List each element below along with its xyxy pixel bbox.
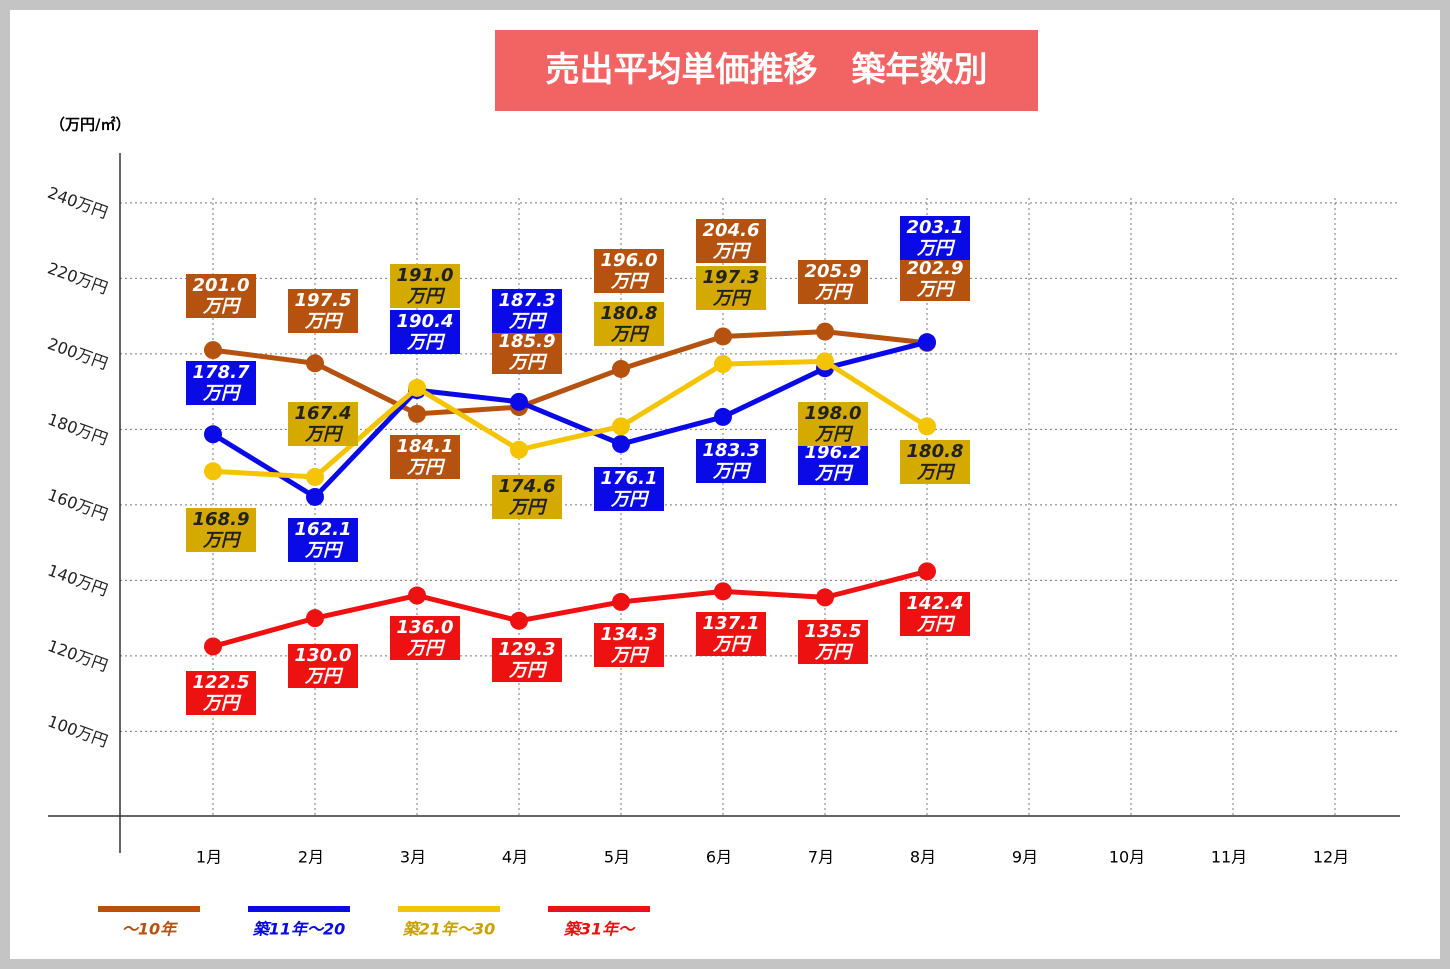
point (714, 407, 732, 426)
series-line (212, 358, 929, 480)
data-label: 185.9万円 (492, 330, 562, 375)
chart-title: 売出平均単価推移 築年数別 (495, 30, 1038, 111)
x-tick-label: 8月 (910, 848, 936, 867)
data-label: 198.0万円 (798, 402, 868, 447)
y-tick-label: 120万円 (45, 636, 110, 675)
y-tick-label: 240万円 (45, 183, 110, 222)
point (714, 355, 732, 374)
y-tick-label: 140万円 (45, 561, 110, 600)
point (714, 327, 732, 346)
point (408, 586, 426, 605)
point (306, 487, 324, 506)
data-label: 201.0万円 (186, 274, 256, 319)
data-label: 180.8万円 (594, 302, 664, 347)
data-label: 122.5万円 (186, 671, 256, 716)
point (612, 592, 630, 611)
point (918, 562, 936, 581)
point (204, 341, 222, 360)
series-line (211, 339, 928, 501)
point (612, 417, 630, 436)
x-tick-label: 6月 (706, 848, 732, 867)
point (816, 588, 834, 607)
data-label: 142.4万円 (900, 592, 970, 637)
y-tick-label: 160万円 (45, 485, 110, 524)
x-tick-label: 4月 (502, 848, 528, 867)
series-line (212, 568, 928, 649)
y-tick-label: 100万円 (45, 712, 110, 751)
point (306, 354, 324, 373)
data-label: 197.5万円 (288, 289, 358, 334)
legend-label: 築11年〜20 (253, 920, 346, 939)
point (306, 467, 324, 486)
data-label: 137.1万円 (696, 612, 766, 657)
data-label: 180.8万円 (900, 440, 970, 485)
chart: （万円/㎡） 100万円 120万円 140万円 160万円 180万円 200万円 220万… (45, 116, 1400, 939)
legend-label: 築21年〜30 (403, 920, 496, 939)
data-label: 162.1万円 (288, 517, 358, 562)
legend-label: 築31年〜 (564, 920, 636, 939)
x-tick-label: 12月 (1313, 848, 1349, 867)
point (816, 322, 834, 341)
y-tick-label: 200万円 (45, 334, 110, 373)
x-tick-label: 5月 (604, 848, 630, 867)
point (204, 637, 222, 656)
x-tick-label: 11月 (1211, 848, 1247, 867)
data-label: 187.3万円 (492, 288, 562, 333)
data-label: 203.1万円 (900, 216, 970, 261)
data-label: 135.5万円 (798, 620, 868, 665)
x-tick-label: 7月 (808, 848, 834, 867)
data-label: 130.0万円 (288, 644, 358, 689)
legend-label: 〜10年 (122, 920, 178, 939)
point (714, 582, 732, 601)
data-label: 134.3万円 (594, 622, 664, 667)
x-tick-label: 3月 (400, 848, 426, 867)
x-tick-label: 1月 (196, 848, 222, 867)
x-tick-label: 10月 (1109, 848, 1145, 867)
data-label: 178.7万円 (186, 361, 256, 406)
data-label: 196.0万円 (594, 248, 664, 293)
y-axis-label: （万円/㎡） (50, 116, 130, 134)
data-label: 190.4万円 (390, 310, 460, 355)
point (918, 333, 936, 352)
data-label: 205.9万円 (798, 259, 868, 304)
point (510, 392, 528, 411)
data-label: 174.6万円 (492, 474, 562, 519)
data-label: 196.2万円 (798, 441, 868, 486)
y-tick-label: 220万円 (45, 258, 110, 297)
point (306, 609, 324, 628)
data-label: 183.3万円 (696, 438, 766, 483)
x-tick-label: 2月 (298, 848, 324, 867)
point (918, 417, 936, 436)
point (612, 359, 630, 378)
point (612, 435, 630, 454)
series-line (212, 329, 928, 417)
point (204, 462, 222, 481)
data-label: 167.4万円 (288, 401, 358, 446)
data-label: 204.6万円 (696, 219, 766, 264)
y-tick-label: 180万円 (45, 410, 110, 449)
data-label: 168.9万円 (186, 508, 256, 553)
point (408, 404, 426, 423)
point (408, 378, 426, 397)
data-label: 176.1万円 (594, 467, 664, 512)
data-label: 136.0万円 (390, 615, 460, 660)
data-label: 197.3万円 (696, 266, 766, 311)
point (510, 440, 528, 459)
point (204, 425, 222, 444)
data-label: 184.1万円 (390, 434, 460, 479)
data-label: 202.9万円 (900, 256, 970, 301)
point (510, 611, 528, 630)
x-tick-label: 9月 (1012, 848, 1038, 867)
data-label: 129.3万円 (492, 637, 562, 682)
data-label: 191.0万円 (390, 263, 460, 308)
point (816, 352, 834, 371)
